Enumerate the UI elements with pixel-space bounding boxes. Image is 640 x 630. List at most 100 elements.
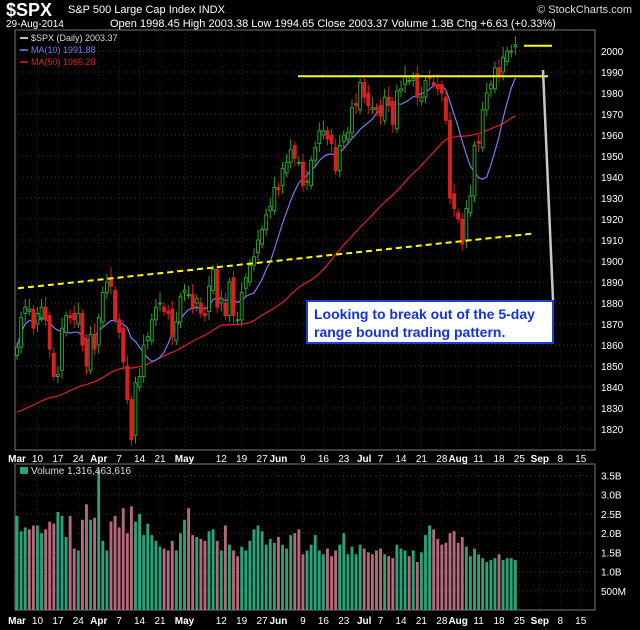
volume-bar [93, 517, 97, 610]
candle-body [399, 88, 403, 92]
brand-watermark: © StockCharts.com [537, 4, 632, 16]
volume-bar [76, 550, 80, 610]
candle-body [493, 67, 497, 90]
volume-bar [187, 508, 191, 610]
volume-bar [440, 544, 444, 610]
volume-bar [129, 506, 133, 610]
candle-body [235, 319, 240, 322]
x-tick-label: 21 [416, 454, 428, 465]
volume-bar [501, 560, 505, 610]
volume-bar [362, 548, 366, 610]
candle-body [390, 100, 395, 126]
candle-body [423, 79, 428, 98]
x-tick-label: 27 [257, 454, 269, 465]
price-tick-label: 1860 [601, 341, 624, 352]
volume-bar [350, 546, 354, 610]
x-tick-label: 7 [116, 616, 122, 627]
volume-bar [387, 556, 391, 610]
x-tick-label: 11 [473, 616, 484, 627]
volume-bar [48, 521, 52, 610]
volume-bar [15, 515, 19, 610]
price-tick-label: 1980 [601, 89, 624, 100]
candle-body [288, 149, 293, 163]
candle-body [325, 130, 330, 140]
price-legend-entry: MA(10) 1991.88 [31, 45, 96, 55]
volume-bar [513, 560, 517, 610]
candle-body [207, 285, 211, 312]
volume-bar [403, 550, 407, 610]
price-tick-label: 1850 [601, 362, 624, 373]
candle-body [137, 376, 142, 388]
volume-bar [505, 558, 509, 610]
candle-body [39, 306, 44, 319]
volume-bar [366, 552, 370, 610]
volume-bar [248, 540, 252, 610]
x-tick-label: 23 [338, 454, 350, 465]
volume-bar [399, 548, 403, 610]
candle-body [407, 79, 412, 82]
candle-body [268, 205, 273, 212]
price-tick-label: 1930 [601, 194, 624, 205]
candle-body [84, 340, 89, 367]
volume-bar [150, 535, 154, 610]
volume-bar [80, 519, 84, 610]
candle-body [452, 193, 457, 210]
volume-bar [101, 540, 105, 610]
price-tick-label: 1900 [601, 257, 624, 268]
volume-bar [424, 535, 427, 610]
candle-body [51, 352, 56, 377]
volume-bar [27, 529, 31, 610]
candle-body [415, 73, 420, 98]
x-tick-label: 11 [473, 454, 484, 465]
volume-bar [460, 537, 464, 610]
candle-body [378, 105, 383, 117]
candle-body [497, 67, 501, 77]
candle-body [370, 107, 375, 111]
candle-body [252, 256, 256, 266]
candle-body [472, 145, 477, 197]
candle-body [182, 289, 187, 293]
candle-body [80, 313, 85, 346]
candle-body [305, 180, 309, 183]
candle-body [76, 313, 81, 325]
volume-bar [330, 556, 333, 610]
volume-bar [358, 544, 362, 610]
candle-body [72, 313, 77, 321]
volume-bar [268, 538, 272, 610]
x-tick-label: 28 [436, 454, 448, 465]
x-tick-label: Jun [270, 454, 288, 465]
volume-bar [183, 519, 186, 610]
candle-body [443, 96, 448, 121]
x-tick-label: 18 [493, 616, 505, 627]
volume-bar [228, 544, 231, 610]
x-tick-label: Jul [357, 454, 372, 465]
volume-bar [436, 538, 440, 610]
candle-body [260, 229, 265, 245]
ticker-symbol: $SPX [6, 0, 53, 20]
candle-body [121, 327, 126, 363]
volume-bar [293, 533, 297, 610]
x-tick-label: 17 [52, 616, 64, 627]
candle-body [264, 214, 269, 231]
candle-body [513, 44, 518, 48]
candle-body [178, 296, 183, 323]
callout-pointer [541, 69, 555, 301]
volume-bar [289, 535, 293, 610]
x-tick-label: Jul [357, 616, 372, 627]
ma50-line [16, 115, 516, 413]
price-tick-label: 1820 [601, 425, 624, 436]
candle-body [186, 294, 191, 297]
volume-bar [481, 558, 485, 610]
volume-bar [146, 523, 150, 610]
volume-bar [297, 529, 301, 610]
candle-body [435, 84, 440, 90]
x-tick-label: 25 [514, 616, 526, 627]
volume-bar [36, 525, 39, 610]
candle-body [219, 298, 224, 304]
candle-body [333, 147, 338, 172]
candle-body [480, 109, 485, 149]
candle-body [484, 92, 489, 111]
volume-bar [211, 529, 215, 610]
volume-bar [477, 554, 481, 610]
